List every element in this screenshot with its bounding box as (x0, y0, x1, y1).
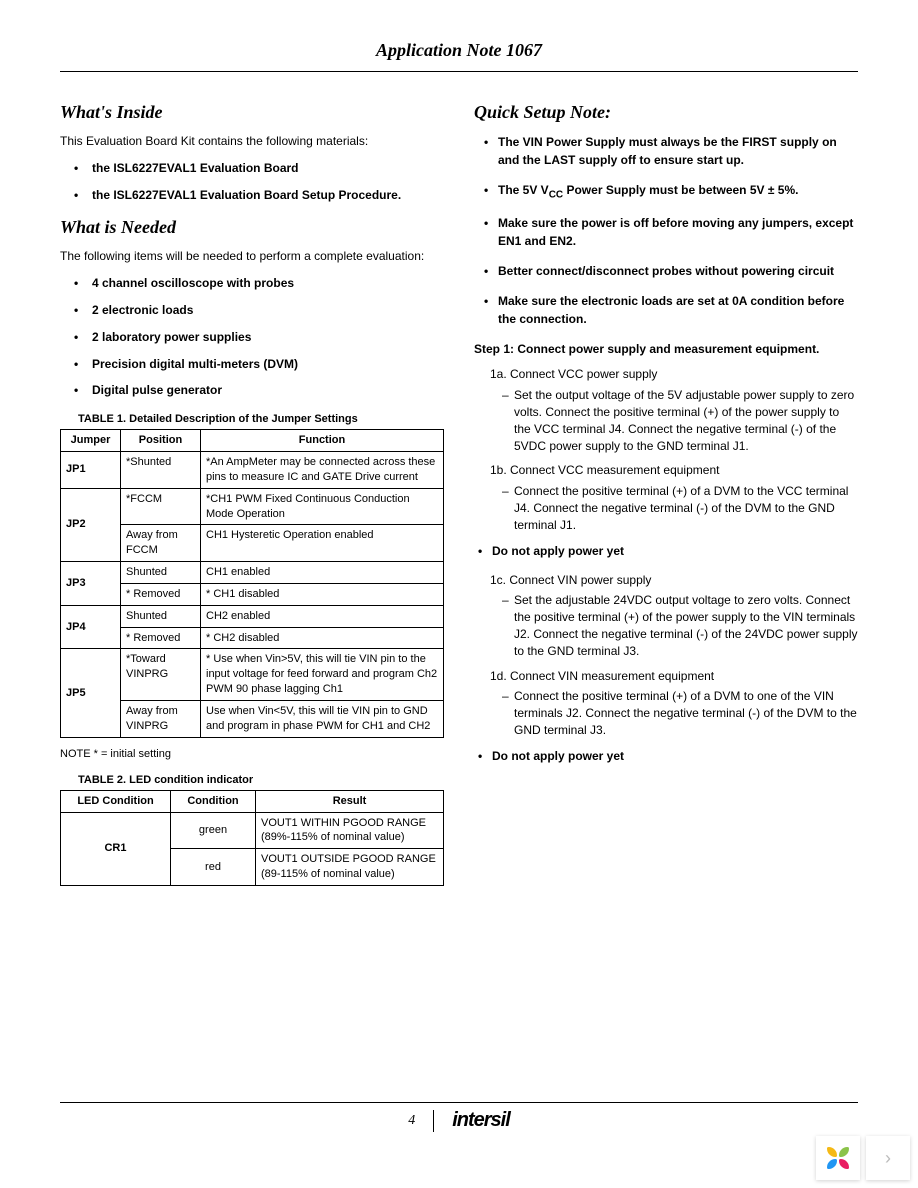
result-cell: VOUT1 OUTSIDE PGOOD RANGE (89-115% of no… (256, 849, 444, 886)
condition-cell: green (171, 812, 256, 849)
position-cell: Shunted (121, 605, 201, 627)
position-cell: Shunted (121, 562, 201, 584)
content-columns: What's Inside This Evaluation Board Kit … (60, 102, 858, 886)
quick-setup-heading: Quick Setup Note: (474, 102, 858, 123)
list-item: The VIN Power Supply must always be the … (496, 133, 858, 169)
function-cell: *An AmpMeter may be connected across the… (201, 452, 444, 489)
position-cell: Away from VINPRG (121, 700, 201, 737)
list-item: Digital pulse generator (88, 382, 444, 399)
no-apply-list: Do not apply power yet (468, 542, 858, 560)
what-needed-list: 4 channel oscilloscope with probes 2 ele… (60, 275, 444, 399)
function-cell: CH2 enabled (201, 605, 444, 627)
list-item: Make sure the power is off before moving… (496, 214, 858, 250)
jumper-cell: JP2 (61, 488, 121, 561)
jumper-cell: JP5 (61, 649, 121, 737)
function-cell: CH1 Hysteretic Operation enabled (201, 525, 444, 562)
step1-heading: Step 1: Connect power supply and measure… (474, 342, 858, 356)
page-number: 4 (408, 1113, 415, 1129)
table-row: JP2*FCCM*CH1 PWM Fixed Continuous Conduc… (61, 488, 444, 525)
function-cell: * CH2 disabled (201, 627, 444, 649)
position-cell: * Removed (121, 583, 201, 605)
whats-inside-intro: This Evaluation Board Kit contains the f… (60, 133, 444, 150)
list-item: Make sure the electronic loads are set a… (496, 292, 858, 328)
footer-divider (433, 1110, 434, 1132)
vcc-sub: CC (549, 189, 563, 200)
step-1d-detail: Connect the positive terminal (+) of a D… (502, 688, 858, 738)
header-rule (60, 71, 858, 72)
function-cell: * CH1 disabled (201, 583, 444, 605)
list-item: the ISL6227EVAL1 Evaluation Board (88, 160, 444, 177)
step-1b: 1b. Connect VCC measurement equipment (490, 462, 858, 479)
list-item: 2 laboratory power supplies (88, 329, 444, 346)
function-cell: Use when Vin<5V, this will tie VIN pin t… (201, 700, 444, 737)
list-item: The 5V VCC Power Supply must be between … (496, 181, 858, 202)
vcc-pre: The 5V V (498, 183, 549, 197)
page-title: Application Note 1067 (60, 40, 858, 71)
table-row: JP4ShuntedCH2 enabled (61, 605, 444, 627)
table-header: Result (256, 790, 444, 812)
table-header: Condition (171, 790, 256, 812)
jumper-cell: JP1 (61, 452, 121, 489)
position-cell: *Toward VINPRG (121, 649, 201, 701)
chevron-right-icon: › (885, 1148, 891, 1169)
list-item: Precision digital multi-meters (DVM) (88, 356, 444, 373)
floating-widget: › (816, 1136, 910, 1180)
left-column: What's Inside This Evaluation Board Kit … (60, 102, 444, 886)
right-column: Quick Setup Note: The VIN Power Supply m… (474, 102, 858, 886)
condition-cell: red (171, 849, 256, 886)
next-button[interactable]: › (866, 1136, 910, 1180)
position-cell: *FCCM (121, 488, 201, 525)
table-header: Jumper (61, 430, 121, 452)
table2-led-indicator: LED Condition Condition Result CR1greenV… (60, 790, 444, 886)
what-needed-heading: What is Needed (60, 217, 444, 238)
what-needed-intro: The following items will be needed to pe… (60, 248, 444, 265)
page-footer: 4 intersil (60, 1102, 858, 1132)
table1-note: NOTE * = initial setting (60, 748, 444, 760)
whats-inside-list: the ISL6227EVAL1 Evaluation Board the IS… (60, 160, 444, 204)
step-1b-detail: Connect the positive terminal (+) of a D… (502, 483, 858, 533)
list-item: 2 electronic loads (88, 302, 444, 319)
list-item: the ISL6227EVAL1 Evaluation Board Setup … (88, 187, 444, 204)
table-header: Position (121, 430, 201, 452)
led-cell: CR1 (61, 812, 171, 885)
list-item: 4 channel oscilloscope with probes (88, 275, 444, 292)
result-cell: VOUT1 WITHIN PGOOD RANGE (89%-115% of no… (256, 812, 444, 849)
step-1a: 1a. Connect VCC power supply (490, 366, 858, 383)
position-cell: Away from FCCM (121, 525, 201, 562)
pinwheel-icon (826, 1146, 850, 1170)
list-item: Better connect/disconnect probes without… (496, 262, 858, 280)
quick-setup-list: The VIN Power Supply must always be the … (474, 133, 858, 328)
no-apply-1: Do not apply power yet (490, 542, 858, 560)
table-row: JP1*Shunted*An AmpMeter may be connected… (61, 452, 444, 489)
jumper-cell: JP3 (61, 562, 121, 606)
step-1c-detail: Set the adjustable 24VDC output voltage … (502, 592, 858, 659)
function-cell: *CH1 PWM Fixed Continuous Conduction Mod… (201, 488, 444, 525)
intersil-logo: intersil (452, 1109, 510, 1132)
pinwheel-button[interactable] (816, 1136, 860, 1180)
function-cell: CH1 enabled (201, 562, 444, 584)
table1-jumper-settings: Jumper Position Function JP1*Shunted*An … (60, 429, 444, 738)
vcc-post: Power Supply must be between 5V ± 5%. (563, 183, 798, 197)
function-cell: * Use when Vin>5V, this will tie VIN pin… (201, 649, 444, 701)
step-1c: 1c. Connect VIN power supply (490, 572, 858, 589)
table-header: LED Condition (61, 790, 171, 812)
table-row: JP3ShuntedCH1 enabled (61, 562, 444, 584)
jumper-cell: JP4 (61, 605, 121, 649)
position-cell: *Shunted (121, 452, 201, 489)
table-header: Function (201, 430, 444, 452)
table2-title: TABLE 2. LED condition indicator (78, 774, 444, 786)
table1-title: TABLE 1. Detailed Description of the Jum… (78, 413, 444, 425)
whats-inside-heading: What's Inside (60, 102, 444, 123)
step-1d: 1d. Connect VIN measurement equipment (490, 668, 858, 685)
table-row: CR1greenVOUT1 WITHIN PGOOD RANGE (89%-11… (61, 812, 444, 849)
position-cell: * Removed (121, 627, 201, 649)
table-row: JP5*Toward VINPRG* Use when Vin>5V, this… (61, 649, 444, 701)
no-apply-2: Do not apply power yet (490, 747, 858, 765)
step-1a-detail: Set the output voltage of the 5V adjusta… (502, 387, 858, 454)
no-apply-list-2: Do not apply power yet (468, 747, 858, 765)
